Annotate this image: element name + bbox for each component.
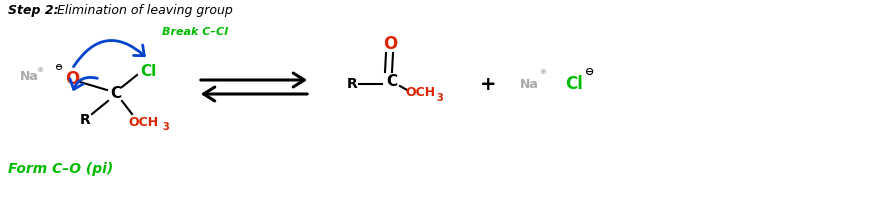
Text: Step 2:: Step 2: (8, 4, 59, 17)
Text: Na: Na (20, 71, 39, 84)
Text: Break C–Cl: Break C–Cl (162, 27, 228, 37)
Text: ⊖: ⊖ (585, 67, 594, 77)
FancyArrowPatch shape (203, 87, 307, 101)
Text: C: C (386, 74, 397, 89)
Text: 3: 3 (162, 122, 168, 132)
Text: O: O (382, 35, 396, 53)
Text: Cl: Cl (565, 75, 582, 93)
Text: OCH: OCH (404, 85, 435, 99)
Text: R: R (346, 77, 357, 91)
Text: Elimination of leaving group: Elimination of leaving group (57, 4, 232, 17)
Text: Na: Na (519, 78, 538, 91)
Text: ⊕: ⊕ (538, 67, 545, 77)
Text: ⊕: ⊕ (37, 64, 44, 74)
FancyArrowPatch shape (70, 77, 97, 89)
Text: O: O (65, 70, 79, 88)
Text: OCH: OCH (128, 116, 158, 128)
Text: C: C (111, 86, 121, 102)
Text: ⊖: ⊖ (53, 62, 62, 72)
Text: Cl: Cl (139, 64, 156, 80)
Text: R: R (80, 113, 90, 127)
Text: 3: 3 (436, 93, 442, 103)
FancyArrowPatch shape (201, 73, 304, 87)
Text: +: + (479, 74, 496, 93)
Text: Form C–O (pi): Form C–O (pi) (8, 162, 113, 176)
FancyArrowPatch shape (74, 40, 144, 67)
